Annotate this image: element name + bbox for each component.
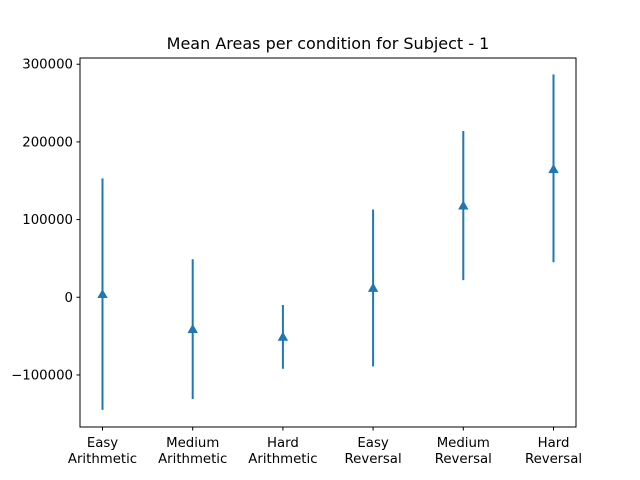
axes-frame — [79, 57, 577, 428]
mean-marker — [548, 163, 559, 173]
mean-marker — [458, 200, 469, 210]
y-tick-label: 100000 — [22, 213, 73, 228]
y-tick-label: 0 — [65, 291, 73, 306]
x-tick-label: Medium Arithmetic — [158, 436, 227, 467]
plot-area — [97, 74, 559, 410]
x-axis: Easy Arithmetic Medium Arithmetic Hard Arithm… — [68, 427, 582, 467]
chart-title: Mean Areas per condition for Subject - 1 — [167, 34, 490, 53]
mean-marker — [187, 323, 198, 334]
mean-marker — [367, 282, 379, 292]
y-tick-label: −100000 — [11, 368, 73, 383]
y-tick-label: 300000 — [22, 58, 73, 73]
x-tick-label: Easy Reversal — [345, 436, 402, 467]
x-tick-label: Hard Arithmetic — [248, 436, 317, 467]
x-tick-label: Easy Arithmetic — [68, 436, 137, 467]
x-tick-label: Hard Reversal — [525, 436, 582, 467]
y-tick-label: 200000 — [22, 135, 73, 150]
y-axis: 300000 200000 100000 0 −100000 — [11, 58, 80, 383]
mean-marker — [277, 331, 289, 341]
x-tick-label: Medium Reversal — [435, 436, 492, 467]
mean-marker — [97, 288, 108, 299]
